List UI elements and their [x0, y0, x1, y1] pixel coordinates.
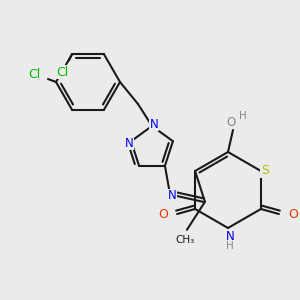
- Text: N: N: [226, 230, 234, 242]
- Text: O: O: [288, 208, 298, 220]
- Text: H: H: [226, 241, 234, 251]
- Text: O: O: [226, 116, 236, 128]
- Text: N: N: [125, 137, 134, 150]
- Text: O: O: [158, 208, 168, 220]
- Text: S: S: [261, 164, 269, 178]
- Text: N: N: [168, 189, 176, 202]
- Text: H: H: [239, 111, 247, 121]
- Text: CH₃: CH₃: [175, 235, 195, 245]
- Text: Cl: Cl: [56, 66, 68, 79]
- Text: Cl: Cl: [28, 68, 40, 80]
- Text: N: N: [150, 118, 158, 130]
